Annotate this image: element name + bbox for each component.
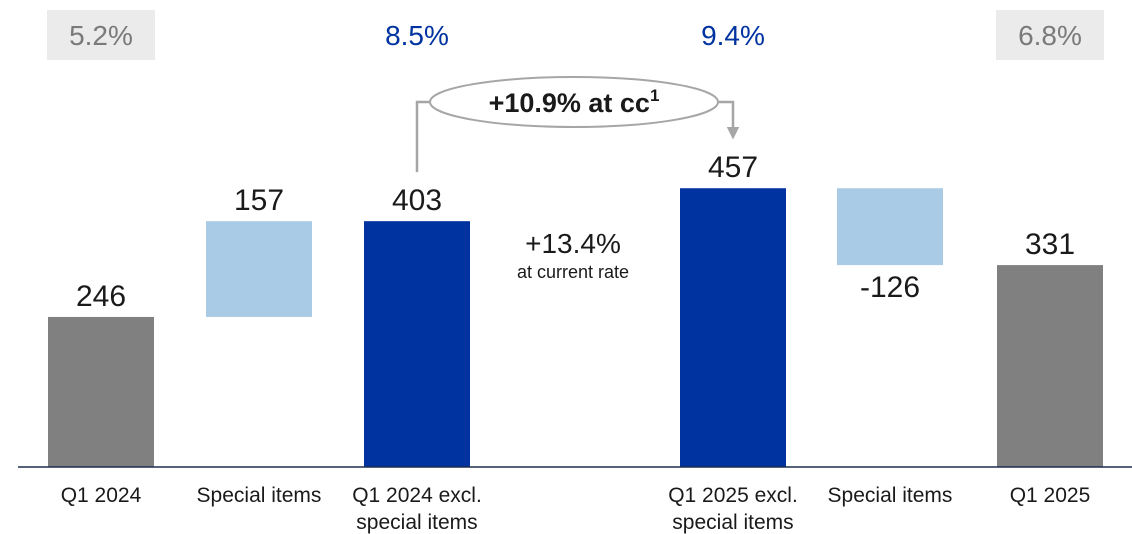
category-label: Special items [197, 484, 322, 507]
margin-value: 5.2% [69, 20, 133, 51]
category-label: special items [356, 511, 477, 534]
bar-value-label: -126 [860, 271, 920, 304]
bar-delta [206, 221, 312, 317]
margin-value: 8.5% [385, 20, 449, 51]
bar-value-label: 403 [392, 184, 442, 217]
bar-delta [837, 188, 943, 266]
bar-total [48, 316, 154, 467]
margin-value: 6.8% [1018, 20, 1082, 51]
category-label: Q1 2024 excl. [352, 484, 482, 507]
margin-box [996, 10, 1104, 60]
bar-value-label: 157 [234, 184, 284, 217]
growth-current-note: at current rate [517, 262, 629, 282]
margin-box [363, 10, 471, 60]
growth-cc-ellipse [429, 76, 719, 128]
growth-cc-label: +10.9% at cc1 [489, 86, 660, 118]
margin-box [679, 10, 787, 60]
category-label: special items [672, 511, 793, 534]
bar-subtotal [364, 221, 470, 467]
category-label: Special items [828, 484, 953, 507]
margin-value: 9.4% [701, 20, 765, 51]
margin-box [47, 10, 155, 60]
category-label: Q1 2025 excl. [668, 484, 798, 507]
bar-value-label: 457 [708, 151, 758, 184]
category-label: Q1 2025 [1010, 484, 1091, 507]
bar-value-label: 331 [1025, 228, 1075, 261]
bar-subtotal [680, 188, 786, 468]
growth-current-value: +13.4% [525, 228, 621, 259]
bar-total [997, 265, 1103, 467]
bar-value-label: 246 [76, 280, 126, 313]
category-label: Q1 2024 [61, 484, 142, 507]
